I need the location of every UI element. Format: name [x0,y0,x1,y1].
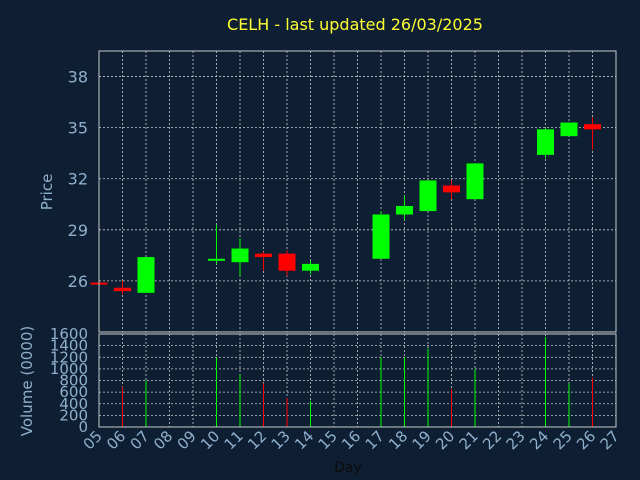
volume-panel-frame [98,333,617,428]
volume-tick-label: 600 [59,383,88,401]
x-tick-label: 18 [385,427,411,453]
candle-body [137,257,155,293]
volume-tick-label: 0 [78,418,88,436]
x-tick-label: 10 [197,427,223,453]
candle-body [208,258,225,261]
x-tick-label: 22 [479,427,505,453]
price-tick-label: 38 [68,68,88,87]
candle-body [419,180,437,212]
chart-title: CELH - last updated 26/03/2025 [227,15,483,34]
volume-axis-title: Volume (0000) [18,326,36,436]
x-tick-label: 27 [597,427,623,453]
candle-body [372,214,390,259]
x-tick-label: 09 [174,427,200,453]
price-tick-label: 35 [68,119,88,138]
candle-body [231,248,249,263]
candle-body [114,287,131,292]
price-tick-label: 29 [68,221,88,240]
x-tick-label: 07 [127,427,153,453]
volume-tick-label: 1000 [50,360,88,378]
volume-tick-label: 200 [59,406,88,424]
x-tick-labels: 0506070809101112131415161718192021222324… [80,427,623,453]
candle-body [584,124,601,130]
candle-body [466,163,484,200]
volume-bars [122,336,593,427]
price-tick-label: 32 [68,170,88,189]
x-tick-label: 20 [432,427,458,453]
x-tick-label: 08 [150,427,176,453]
candle-body [560,122,578,137]
price-tick-label: 26 [68,272,88,291]
candle-body [255,253,272,258]
x-axis-title: Day [334,460,362,476]
x-tick-label: 14 [291,427,317,453]
x-tick-label: 24 [526,427,552,453]
x-tick-label: 16 [338,427,364,453]
x-tick-label: 11 [221,427,247,453]
x-tick-label: 26 [573,427,599,453]
x-tick-label: 15 [315,427,341,453]
candle-body [278,253,296,271]
volume-tick-label: 800 [59,372,88,390]
price-gridlines [99,51,616,332]
volume-tick-label: 1200 [50,348,88,366]
candle-body [302,263,319,271]
candle-body [443,185,460,193]
x-tick-label: 23 [503,427,529,453]
x-tick-label: 12 [244,427,270,453]
x-tick-label: 21 [456,427,482,453]
candles [90,117,601,295]
price-panel-frame [98,50,617,333]
candle-body [396,205,413,215]
x-tick-label: 06 [103,427,129,453]
price-axis-title: Price [38,174,56,211]
volume-tick-label: 1400 [50,337,88,355]
x-tick-label: 17 [362,427,388,453]
candle-body [537,129,554,155]
x-tick-label: 19 [409,427,435,453]
x-tick-label: 25 [550,427,576,453]
volume-gridlines [99,334,616,427]
price-y-tick-labels: 26 29 32 35 38 [68,68,88,291]
x-tick-label: 13 [268,427,294,453]
volume-tick-label: 1600 [50,325,88,343]
volume-tick-label: 400 [59,395,88,413]
